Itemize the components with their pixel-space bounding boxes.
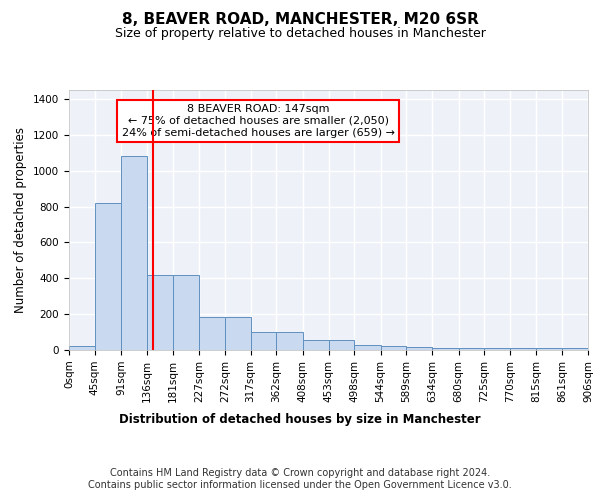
Text: Size of property relative to detached houses in Manchester: Size of property relative to detached ho… [115,28,485,40]
Bar [510,348,536,350]
Bar [354,344,380,350]
Text: 8 BEAVER ROAD: 147sqm
← 75% of detached houses are smaller (2,050)
24% of semi-d: 8 BEAVER ROAD: 147sqm ← 75% of detached … [122,104,395,138]
Bar [380,346,406,350]
Bar [69,346,95,350]
Y-axis label: Number of detached properties: Number of detached properties [14,127,28,313]
Bar [147,274,173,350]
Text: Contains public sector information licensed under the Open Government Licence v3: Contains public sector information licen… [88,480,512,490]
Bar [536,348,562,350]
Text: Distribution of detached houses by size in Manchester: Distribution of detached houses by size … [119,412,481,426]
Bar [406,348,432,350]
Bar [432,348,458,350]
Bar [121,156,147,350]
Text: Contains HM Land Registry data © Crown copyright and database right 2024.: Contains HM Land Registry data © Crown c… [110,468,490,477]
Bar [277,332,303,350]
Bar [199,317,225,350]
Bar [225,317,251,350]
Bar [458,348,484,350]
Bar [173,274,199,350]
Text: 8, BEAVER ROAD, MANCHESTER, M20 6SR: 8, BEAVER ROAD, MANCHESTER, M20 6SR [122,12,478,28]
Bar [303,340,329,350]
Bar [251,332,277,350]
Bar [562,348,588,350]
Bar [95,203,121,350]
Bar [329,340,354,350]
Bar [484,348,510,350]
